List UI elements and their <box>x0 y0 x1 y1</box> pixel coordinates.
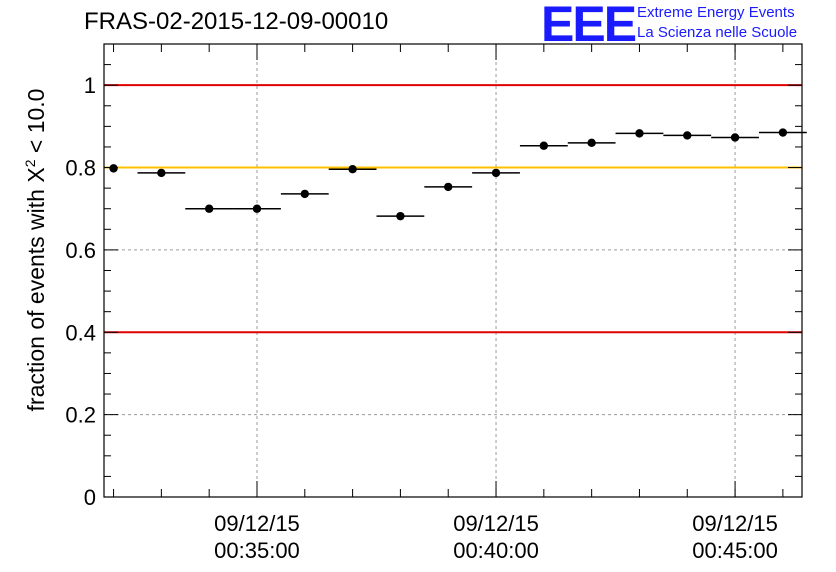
y-tick-label: 0.2 <box>65 403 96 428</box>
x-tick-label-time: 00:40:00 <box>453 538 539 563</box>
y-tick-label: 0.8 <box>65 156 96 181</box>
chart-title: FRAS-02-2015-12-09-00010 <box>84 8 389 35</box>
x-tick-label-date: 09/12/15 <box>214 511 300 536</box>
y-tick-label: 0.4 <box>65 320 96 345</box>
y-tick-label: 0.6 <box>65 238 96 263</box>
data-point <box>491 168 501 178</box>
data-point <box>539 141 549 150</box>
data-point <box>635 129 644 138</box>
data-point <box>157 168 166 178</box>
data-point <box>252 204 262 213</box>
data-point <box>683 131 692 140</box>
eee-logo: EEE <box>541 0 637 52</box>
data-point <box>300 189 309 199</box>
data-point <box>444 182 453 192</box>
y-tick-label: 0 <box>84 485 96 510</box>
data-point <box>109 164 118 173</box>
data-point <box>587 138 596 148</box>
logo-subtitle-line1: Extreme Energy Events <box>637 4 795 21</box>
data-point <box>348 164 357 174</box>
logo-subtitle-line2: La Scienza nelle Scuole <box>637 24 798 41</box>
data-point <box>396 211 405 221</box>
data-point <box>204 204 214 213</box>
data-point <box>778 128 788 137</box>
x-tick-label-time: 00:45:00 <box>692 538 778 563</box>
data-point <box>730 133 740 142</box>
y-tick-label: 1 <box>84 73 96 98</box>
x-tick-label-date: 09/12/15 <box>692 511 778 536</box>
plot-frame <box>103 43 803 498</box>
x-tick-label-date: 09/12/15 <box>453 511 539 536</box>
x-tick-label-time: 00:35:00 <box>214 538 300 563</box>
